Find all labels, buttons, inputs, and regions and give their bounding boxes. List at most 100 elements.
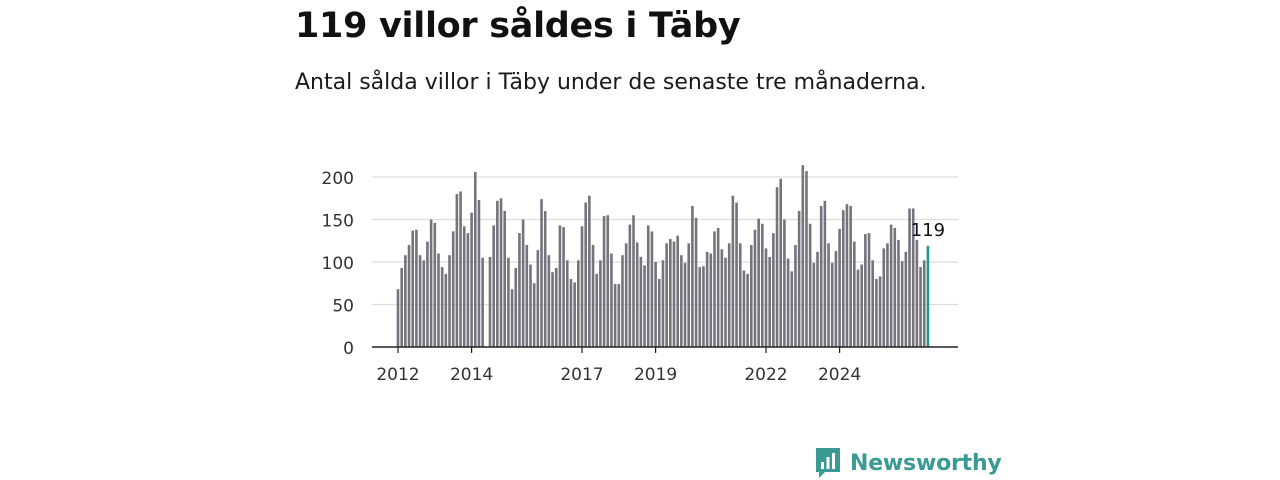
bar	[900, 261, 904, 347]
bar	[529, 264, 532, 347]
bar	[448, 255, 451, 347]
bar	[672, 241, 676, 347]
bar	[473, 171, 477, 347]
bar	[904, 251, 908, 347]
bar	[588, 195, 591, 347]
bar	[827, 243, 830, 347]
bar	[499, 198, 503, 347]
bar	[650, 231, 654, 347]
bar	[400, 267, 403, 347]
x-tick-label: 2024	[818, 365, 861, 385]
bar	[459, 191, 462, 347]
bar	[801, 165, 805, 347]
bar	[610, 253, 613, 347]
bar	[669, 239, 672, 347]
bar	[856, 269, 860, 347]
y-axis-ticks: 0 50 100 150 200	[322, 169, 354, 359]
page-title: 119 villor såldes i Täby	[295, 6, 741, 46]
x-tick-label: 2022	[744, 365, 787, 385]
bar	[738, 243, 742, 347]
bar	[805, 171, 808, 347]
bar	[599, 260, 602, 347]
bar	[922, 260, 926, 347]
bar	[911, 208, 915, 347]
bar	[709, 253, 713, 347]
bar	[908, 208, 911, 347]
bar	[720, 249, 724, 347]
newsworthy-logo-icon	[816, 448, 840, 478]
annotations: 119	[911, 220, 945, 241]
bar	[404, 255, 407, 347]
bar	[742, 270, 746, 347]
brand-name: Newsworthy	[850, 450, 1002, 476]
brand-logo: Newsworthy	[814, 446, 1002, 480]
bar	[481, 257, 484, 347]
highlight-value-label: 119	[911, 220, 945, 241]
y-tick-label: 200	[322, 169, 354, 189]
bar	[635, 242, 639, 347]
bar	[496, 200, 499, 347]
bar	[440, 267, 444, 347]
bar	[864, 233, 867, 347]
bar	[624, 243, 628, 347]
bar	[396, 289, 400, 347]
bar	[466, 233, 470, 347]
bar	[488, 256, 492, 347]
bar	[547, 255, 551, 347]
bar	[794, 245, 797, 347]
bar	[639, 256, 643, 347]
bar	[595, 273, 599, 347]
bar	[753, 229, 757, 347]
bar	[551, 272, 554, 347]
y-tick-label: 150	[322, 212, 354, 232]
bar	[540, 199, 543, 347]
bar	[415, 229, 418, 347]
bar	[554, 267, 558, 347]
bar	[691, 205, 694, 347]
bar	[536, 250, 540, 347]
bar	[897, 239, 900, 347]
bar	[407, 245, 411, 347]
bar	[565, 260, 569, 347]
bar	[841, 210, 845, 347]
bar	[705, 251, 709, 347]
y-tick-label: 100	[322, 254, 354, 274]
bar	[657, 279, 661, 347]
bar	[749, 245, 753, 347]
bar	[871, 260, 875, 347]
bar	[573, 282, 576, 347]
bar	[687, 243, 691, 347]
bar	[646, 225, 650, 347]
bar	[532, 283, 536, 347]
bar	[775, 187, 779, 347]
bar	[477, 199, 481, 347]
bar	[617, 284, 621, 347]
bar	[727, 243, 731, 347]
bar	[422, 260, 426, 347]
x-tick-label: 2012	[376, 365, 419, 385]
bar	[613, 284, 617, 347]
bar	[562, 227, 565, 347]
bar	[731, 195, 735, 347]
bar	[643, 265, 646, 347]
bar	[845, 204, 849, 347]
bar	[772, 233, 775, 347]
bar	[919, 267, 922, 347]
bar	[680, 255, 683, 347]
bar	[761, 223, 764, 347]
bar	[411, 230, 415, 347]
bar	[451, 231, 455, 347]
bar	[569, 279, 573, 347]
bar-chart: 0 50 100 150 200 2012 2014 2017 2019 2022 2024 11…	[322, 165, 958, 385]
x-tick-label: 2017	[560, 365, 603, 385]
bar	[834, 250, 838, 347]
bar	[444, 273, 448, 347]
bar	[426, 241, 429, 347]
bar	[437, 253, 440, 347]
bar	[875, 279, 878, 347]
bar	[860, 264, 863, 347]
bar	[455, 194, 459, 347]
x-tick-label: 2019	[634, 365, 677, 385]
bar	[886, 243, 889, 347]
grid-lines	[372, 176, 958, 306]
